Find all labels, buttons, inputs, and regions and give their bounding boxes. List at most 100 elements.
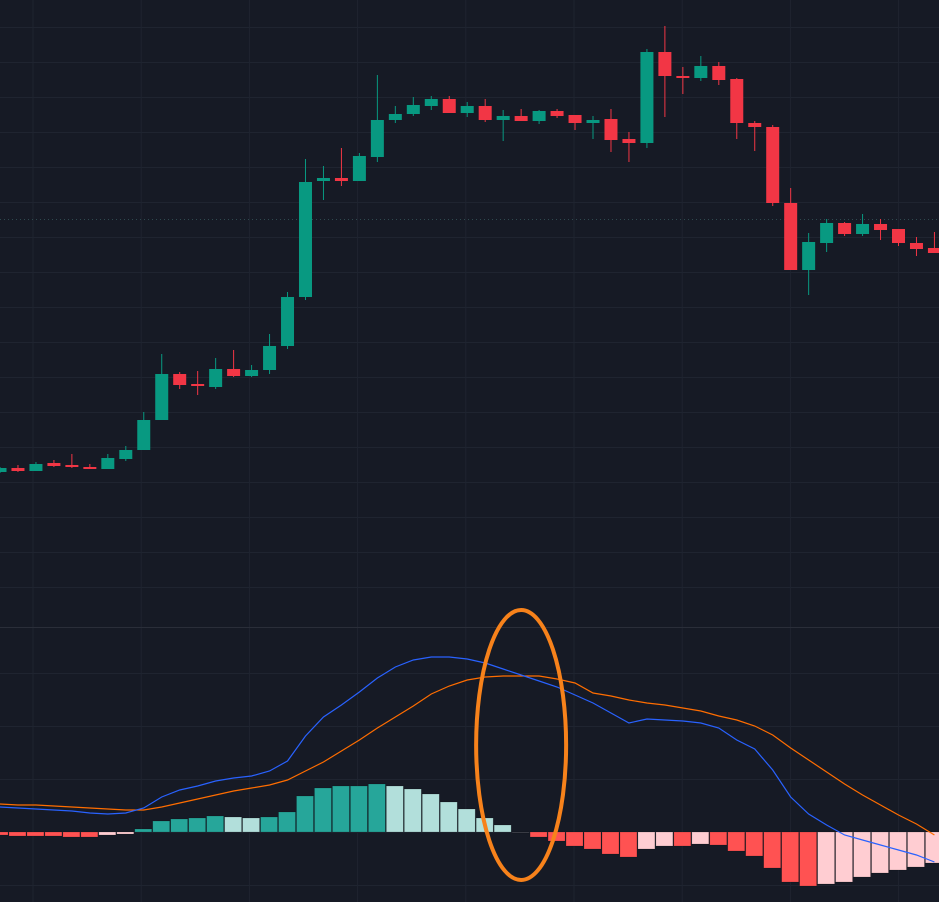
histogram-bar xyxy=(673,831,692,847)
histogram-bar xyxy=(170,818,188,833)
candle-body xyxy=(424,99,438,106)
candle-body xyxy=(47,463,61,466)
candle-body xyxy=(460,106,474,113)
candle-body xyxy=(604,119,618,140)
candle-body xyxy=(927,248,939,253)
candle-body xyxy=(173,374,187,385)
candle-body xyxy=(784,203,798,270)
candle xyxy=(424,96,438,110)
candle xyxy=(838,222,852,236)
candle-body xyxy=(640,52,654,143)
candle xyxy=(370,75,384,162)
candle xyxy=(532,110,546,124)
histogram-bar xyxy=(727,831,746,852)
candle xyxy=(334,148,348,186)
candle xyxy=(227,350,241,377)
candle xyxy=(496,110,510,141)
candle-body xyxy=(802,242,816,270)
candle xyxy=(820,219,834,252)
candle xyxy=(802,233,816,295)
candle-body xyxy=(586,120,600,123)
candle xyxy=(748,121,762,151)
candle-body xyxy=(568,115,582,123)
candle-body xyxy=(227,369,241,376)
histogram-bar xyxy=(637,831,656,850)
histogram-bar xyxy=(296,795,314,833)
candle-body xyxy=(748,123,762,127)
candle-body xyxy=(820,223,834,243)
candle-body xyxy=(388,114,402,120)
candle xyxy=(352,153,366,181)
candle xyxy=(316,166,330,200)
candle xyxy=(730,78,744,139)
candle-body xyxy=(406,105,420,114)
histogram-bar xyxy=(493,824,512,833)
histogram-bar xyxy=(529,831,548,838)
candle xyxy=(155,354,169,420)
candle xyxy=(550,109,564,118)
histogram-bar xyxy=(386,785,404,833)
candle-body xyxy=(370,120,384,157)
candle xyxy=(245,365,259,377)
annotation xyxy=(474,608,569,882)
histogram-bar xyxy=(781,831,799,883)
candle xyxy=(694,56,708,81)
histogram-bar xyxy=(601,831,620,855)
candle xyxy=(298,159,312,300)
candle xyxy=(909,237,923,256)
candle-body xyxy=(909,243,923,249)
candle xyxy=(442,96,456,113)
candle-body xyxy=(65,465,79,467)
candle-body xyxy=(550,111,564,116)
candle-body xyxy=(856,224,870,234)
candle-body xyxy=(712,66,726,80)
histogram-bar xyxy=(80,831,99,838)
candle-body xyxy=(892,229,905,243)
candle-body xyxy=(11,468,25,471)
candle xyxy=(676,67,690,94)
candle xyxy=(388,106,402,123)
candle xyxy=(83,464,97,469)
candle xyxy=(604,109,618,152)
candle-body xyxy=(838,223,852,234)
candle xyxy=(460,102,474,117)
histogram-bar xyxy=(332,785,350,833)
candle-body xyxy=(766,127,780,203)
candle-body xyxy=(514,116,528,121)
candle-body xyxy=(352,156,366,181)
candle-body xyxy=(101,458,115,469)
candle-body xyxy=(478,106,492,120)
histogram-bar xyxy=(655,831,674,847)
candle-body xyxy=(155,374,169,420)
candle-body xyxy=(622,139,636,143)
histogram-bar xyxy=(44,831,63,837)
histogram-bar xyxy=(835,831,853,883)
histogram-bar xyxy=(889,831,907,871)
candle xyxy=(406,97,420,116)
histogram-bar xyxy=(116,831,135,835)
candle-body xyxy=(298,182,312,297)
histogram-bar xyxy=(26,831,45,837)
candle-body xyxy=(316,178,330,181)
candle xyxy=(11,465,25,472)
histogram-bar xyxy=(457,808,476,833)
candle xyxy=(874,219,888,240)
candle xyxy=(119,446,133,461)
macd-histogram xyxy=(0,783,939,887)
candle xyxy=(478,99,492,122)
candle-body xyxy=(191,384,205,386)
candle xyxy=(101,454,115,469)
histogram-bar xyxy=(188,817,206,833)
candle-body xyxy=(442,99,456,113)
histogram-bar xyxy=(799,831,817,887)
histogram-bar xyxy=(817,831,835,885)
histogram-bar xyxy=(242,817,260,833)
candle xyxy=(281,292,295,349)
histogram-bar xyxy=(691,831,710,845)
histogram-bar xyxy=(925,831,939,864)
candles xyxy=(0,26,939,473)
candle-body xyxy=(119,450,133,459)
candle-body xyxy=(245,370,259,376)
